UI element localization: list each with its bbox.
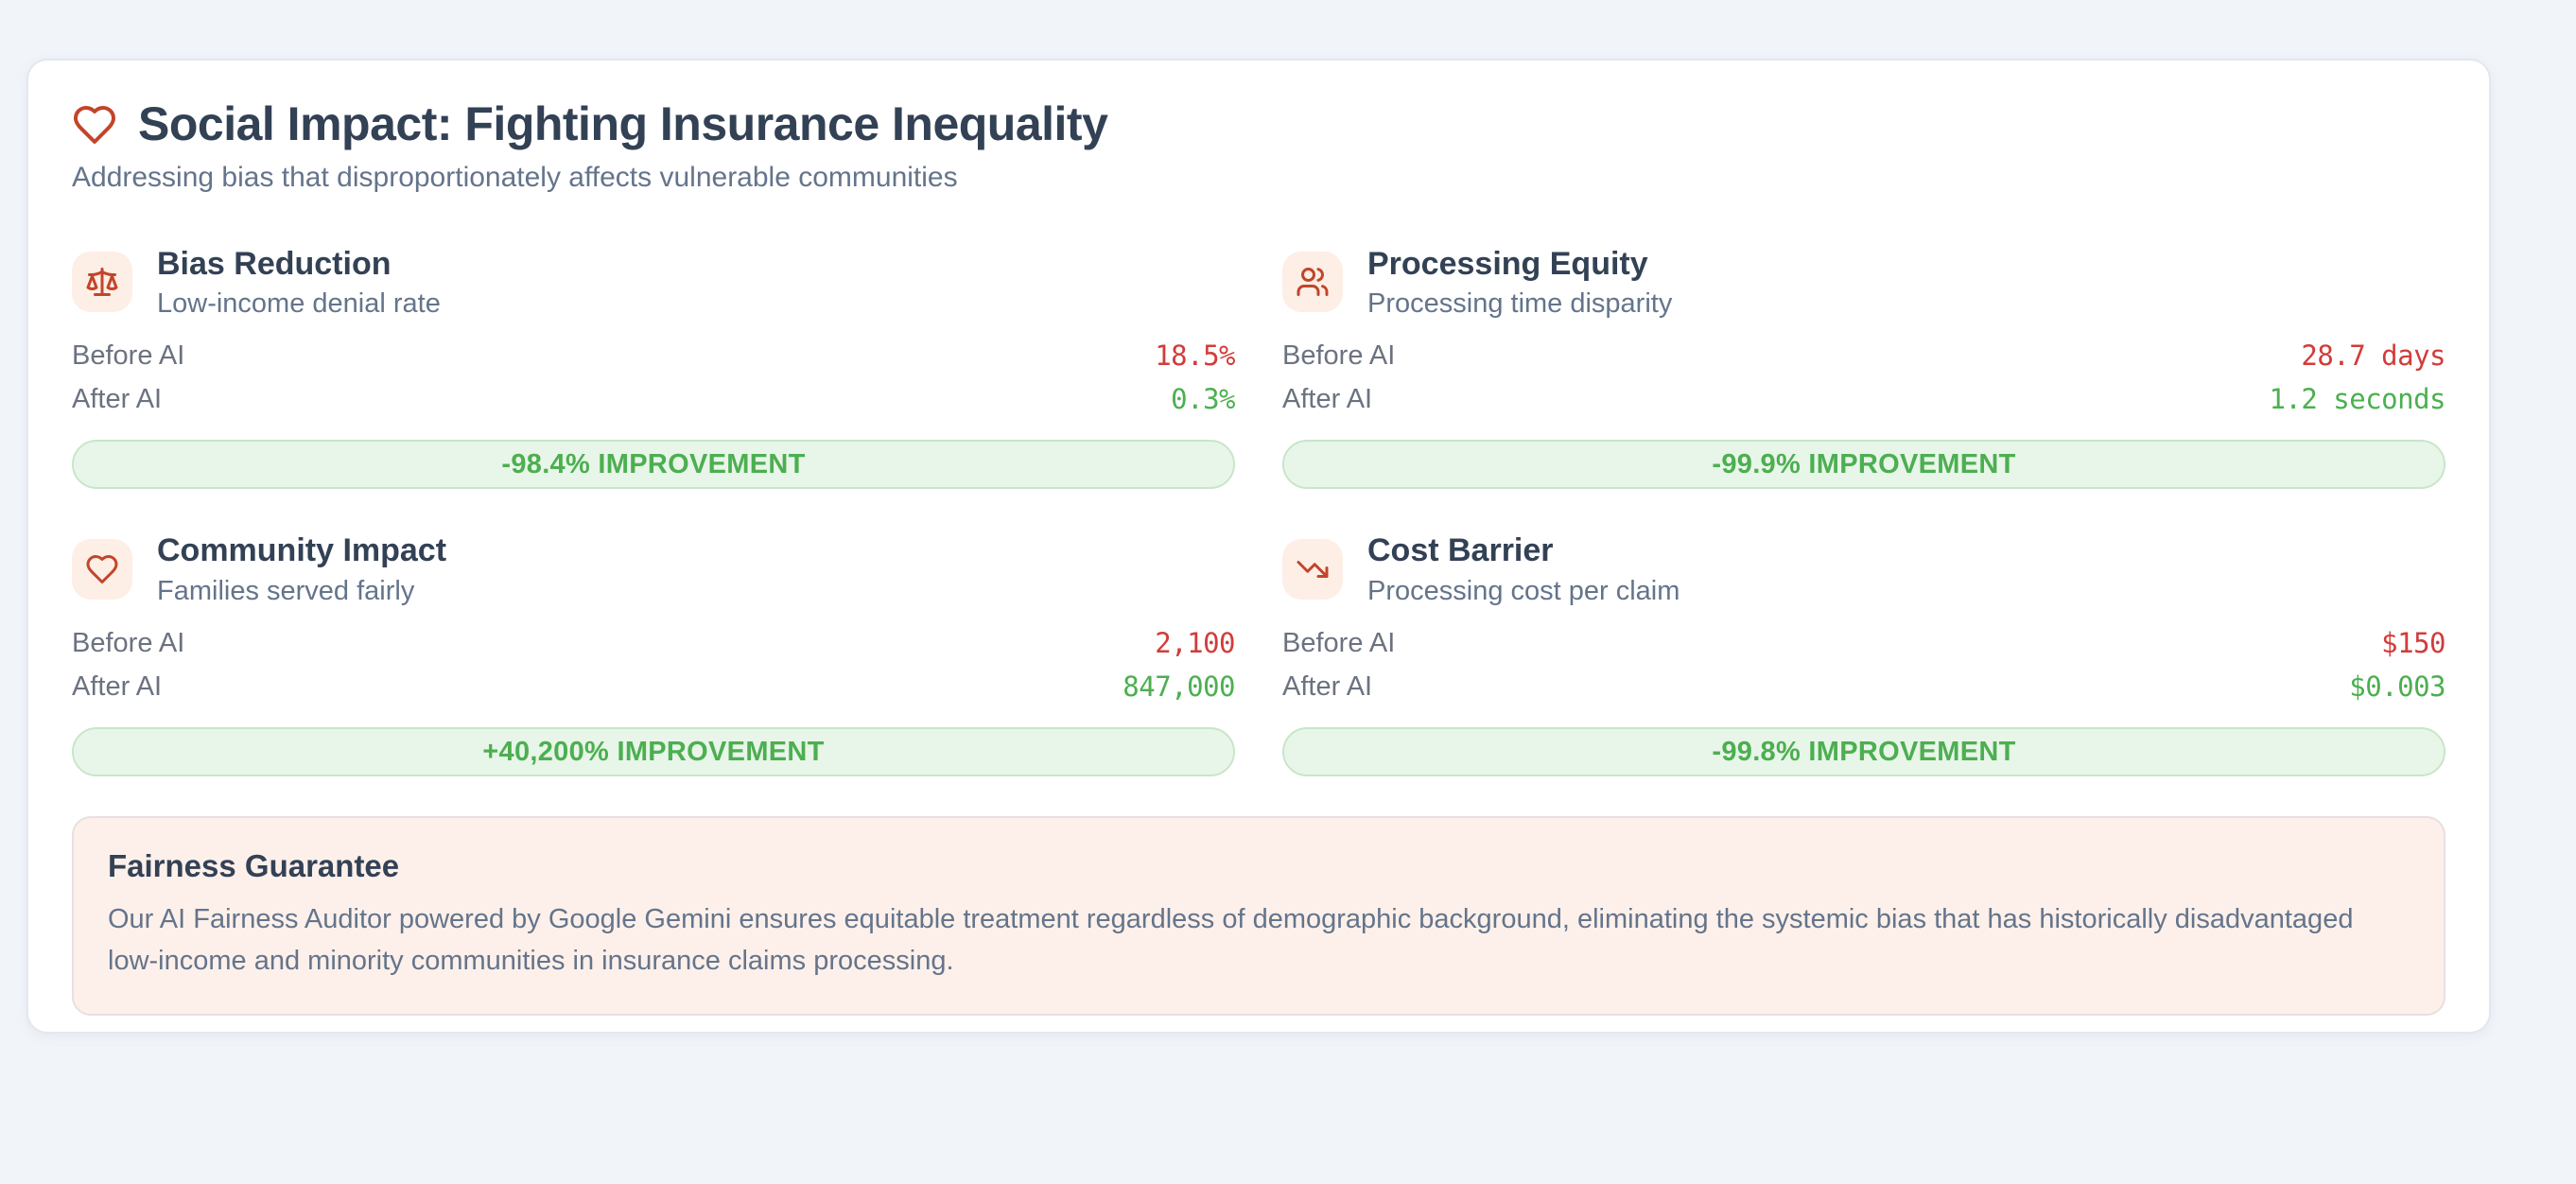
after-ai-row: After AI 0.3% xyxy=(72,377,1235,421)
metrics-grid: Bias Reduction Low-income denial rate Be… xyxy=(72,246,2445,777)
social-impact-card: Social Impact: Fighting Insurance Inequa… xyxy=(26,59,2491,1034)
metric-subtitle: Processing cost per claim xyxy=(1367,575,1680,606)
users-icon xyxy=(1297,268,1329,297)
metric-subtitle: Low-income denial rate xyxy=(157,287,441,319)
before-ai-row: Before AI 28.7 days xyxy=(1282,334,2445,377)
page-subtitle: Addressing bias that disproportionately … xyxy=(72,162,958,193)
metric-title: Bias Reduction xyxy=(157,245,392,282)
page-title: Social Impact: Fighting Insurance Inequa… xyxy=(138,97,1108,150)
metric-header: Bias Reduction Low-income denial rate xyxy=(72,246,1235,320)
before-ai-label: Before AI xyxy=(72,340,185,371)
heart-icon xyxy=(86,555,118,584)
improvement-badge: -99.8% IMPROVEMENT xyxy=(1282,727,2445,777)
after-ai-value: $0.003 xyxy=(2349,670,2445,704)
metric-card-community-impact: Community Impact Families served fairly … xyxy=(72,532,1235,777)
improvement-badge: -99.9% IMPROVEMENT xyxy=(1282,440,2445,490)
metric-card-bias-reduction: Bias Reduction Low-income denial rate Be… xyxy=(72,246,1235,490)
after-ai-row: After AI 1.2 seconds xyxy=(1282,377,2445,421)
fairness-title: Fairness Guarantee xyxy=(108,848,400,884)
fairness-body: Our AI Fairness Auditor powered by Googl… xyxy=(108,904,2354,976)
metric-heading-text: Processing Equity Processing time dispar… xyxy=(1367,246,1672,320)
after-ai-label: After AI xyxy=(1282,670,1373,702)
before-ai-value: $150 xyxy=(2381,627,2445,660)
after-ai-value: 1.2 seconds xyxy=(2269,383,2445,416)
improvement-badge: +40,200% IMPROVEMENT xyxy=(72,727,1235,777)
metric-card-cost-barrier: Cost Barrier Processing cost per claim B… xyxy=(1282,532,2445,777)
metric-title: Cost Barrier xyxy=(1367,532,1554,569)
after-ai-row: After AI $0.003 xyxy=(1282,665,2445,708)
improvement-badge: -98.4% IMPROVEMENT xyxy=(72,440,1235,490)
metric-card-processing-equity: Processing Equity Processing time dispar… xyxy=(1282,246,2445,490)
after-ai-value: 847,000 xyxy=(1123,670,1235,704)
before-ai-value: 2,100 xyxy=(1155,627,1235,660)
card-header: Social Impact: Fighting Insurance Inequa… xyxy=(72,98,2445,150)
after-ai-row: After AI 847,000 xyxy=(72,665,1235,708)
after-ai-label: After AI xyxy=(72,383,163,414)
before-ai-row: Before AI $150 xyxy=(1282,621,2445,665)
metric-rows: Before AI 2,100 After AI 847,000 xyxy=(72,621,1235,708)
fairness-guarantee-panel: Fairness Guarantee Our AI Fairness Audit… xyxy=(72,816,2445,1017)
metric-rows: Before AI 18.5% After AI 0.3% xyxy=(72,334,1235,421)
before-ai-value: 28.7 days xyxy=(2301,340,2445,373)
before-ai-row: Before AI 18.5% xyxy=(72,334,1235,377)
scale-icon xyxy=(86,268,118,297)
metric-heading-text: Community Impact Families served fairly xyxy=(157,532,446,606)
metric-header: Cost Barrier Processing cost per claim xyxy=(1282,532,2445,606)
before-ai-value: 18.5% xyxy=(1155,340,1235,373)
metric-subtitle: Families served fairly xyxy=(157,575,415,606)
metric-icon-chip xyxy=(1282,539,1343,601)
before-ai-label: Before AI xyxy=(72,627,185,658)
metric-title: Community Impact xyxy=(157,532,447,569)
metric-heading-text: Cost Barrier Processing cost per claim xyxy=(1367,532,1680,606)
trending-down-icon xyxy=(1297,561,1329,579)
after-ai-label: After AI xyxy=(72,670,163,702)
metric-rows: Before AI $150 After AI $0.003 xyxy=(1282,621,2445,708)
after-ai-label: After AI xyxy=(1282,383,1373,414)
before-ai-label: Before AI xyxy=(1282,340,1396,371)
metric-title: Processing Equity xyxy=(1367,245,1648,282)
metric-icon-chip xyxy=(1282,252,1343,313)
metric-rows: Before AI 28.7 days After AI 1.2 seconds xyxy=(1282,334,2445,421)
after-ai-value: 0.3% xyxy=(1171,383,1235,416)
metric-heading-text: Bias Reduction Low-income denial rate xyxy=(157,246,441,320)
heart-icon xyxy=(74,105,115,144)
before-ai-label: Before AI xyxy=(1282,627,1396,658)
metric-header: Processing Equity Processing time dispar… xyxy=(1282,246,2445,320)
metric-icon-chip xyxy=(72,539,132,601)
metric-subtitle: Processing time disparity xyxy=(1367,287,1673,319)
before-ai-row: Before AI 2,100 xyxy=(72,621,1235,665)
metric-header: Community Impact Families served fairly xyxy=(72,532,1235,606)
metric-icon-chip xyxy=(72,252,132,313)
